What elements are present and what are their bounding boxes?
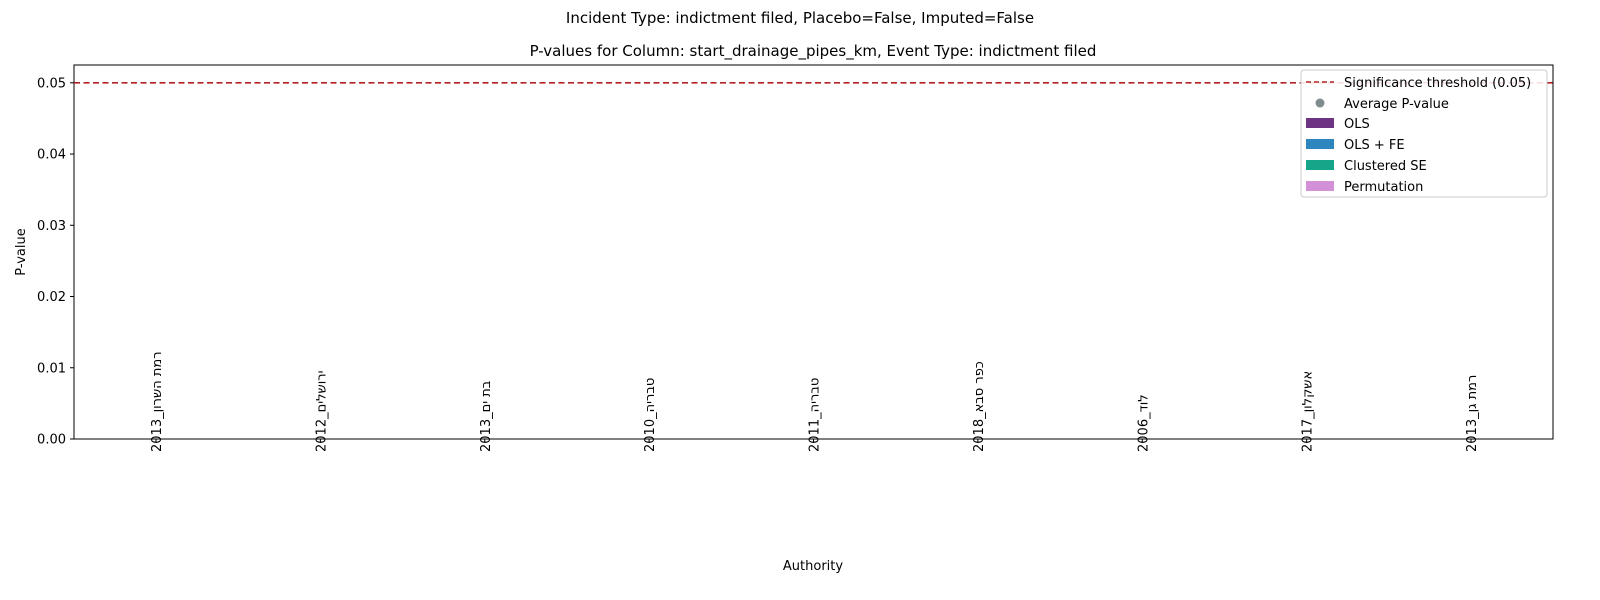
y-tick-label: 0.03: [37, 219, 66, 234]
chart-suptitle: Incident Type: indictment filed, Placebo…: [566, 9, 1034, 27]
legend-average-label: Average P-value: [1344, 97, 1449, 112]
x-tick-label: טבריה_2011: [808, 378, 823, 452]
x-tick-label: כפר סבא_2018: [972, 361, 987, 452]
legend-label-permutation: Permutation: [1344, 180, 1423, 195]
legend-average-marker: [1315, 98, 1325, 108]
x-tick-label: טבריה_2010: [643, 378, 658, 452]
x-tick-label: רמת השרון_2013: [150, 351, 165, 452]
legend-swatch-clustered-se: [1306, 160, 1334, 170]
legend-swatch-permutation: [1306, 181, 1334, 191]
legend-swatch-ols: [1306, 118, 1334, 128]
legend-swatch-ols-fe: [1306, 139, 1334, 149]
y-tick-label: 0.02: [37, 290, 66, 305]
x-tick-label: לוד_2006: [1136, 394, 1151, 452]
x-tick-label: בת ים_2013: [479, 381, 494, 452]
y-axis: 0.00 0.01 0.02 0.03 0.04 0.05: [37, 76, 74, 448]
x-tick-label: ירושלים_2012: [314, 370, 329, 452]
legend-label-ols-fe: OLS + FE: [1344, 138, 1405, 153]
y-tick-label: 0.00: [37, 433, 66, 448]
x-tick-label: אשקלון_2017: [1301, 371, 1316, 452]
y-tick-label: 0.01: [37, 361, 66, 376]
legend-threshold-label: Significance threshold (0.05): [1344, 76, 1531, 91]
legend-label-clustered-se: Clustered SE: [1344, 159, 1427, 174]
x-axis-label: Authority: [783, 559, 843, 574]
legend-label-ols: OLS: [1344, 117, 1370, 132]
x-tick-label: רמת גן_2013: [1465, 375, 1480, 452]
y-tick-label: 0.05: [37, 76, 66, 91]
y-tick-label: 0.04: [37, 148, 66, 163]
x-axis: רמת השרון_2013 ירושלים_2012 בת ים_2013 טברי…: [150, 351, 1480, 452]
chart-title: P-values for Column: start_drainage_pipe…: [530, 42, 1097, 61]
legend-frame: [1300, 69, 1548, 198]
y-axis-label: P-value: [14, 228, 29, 275]
legend: Significance threshold (0.05) Average P-…: [1300, 69, 1548, 198]
